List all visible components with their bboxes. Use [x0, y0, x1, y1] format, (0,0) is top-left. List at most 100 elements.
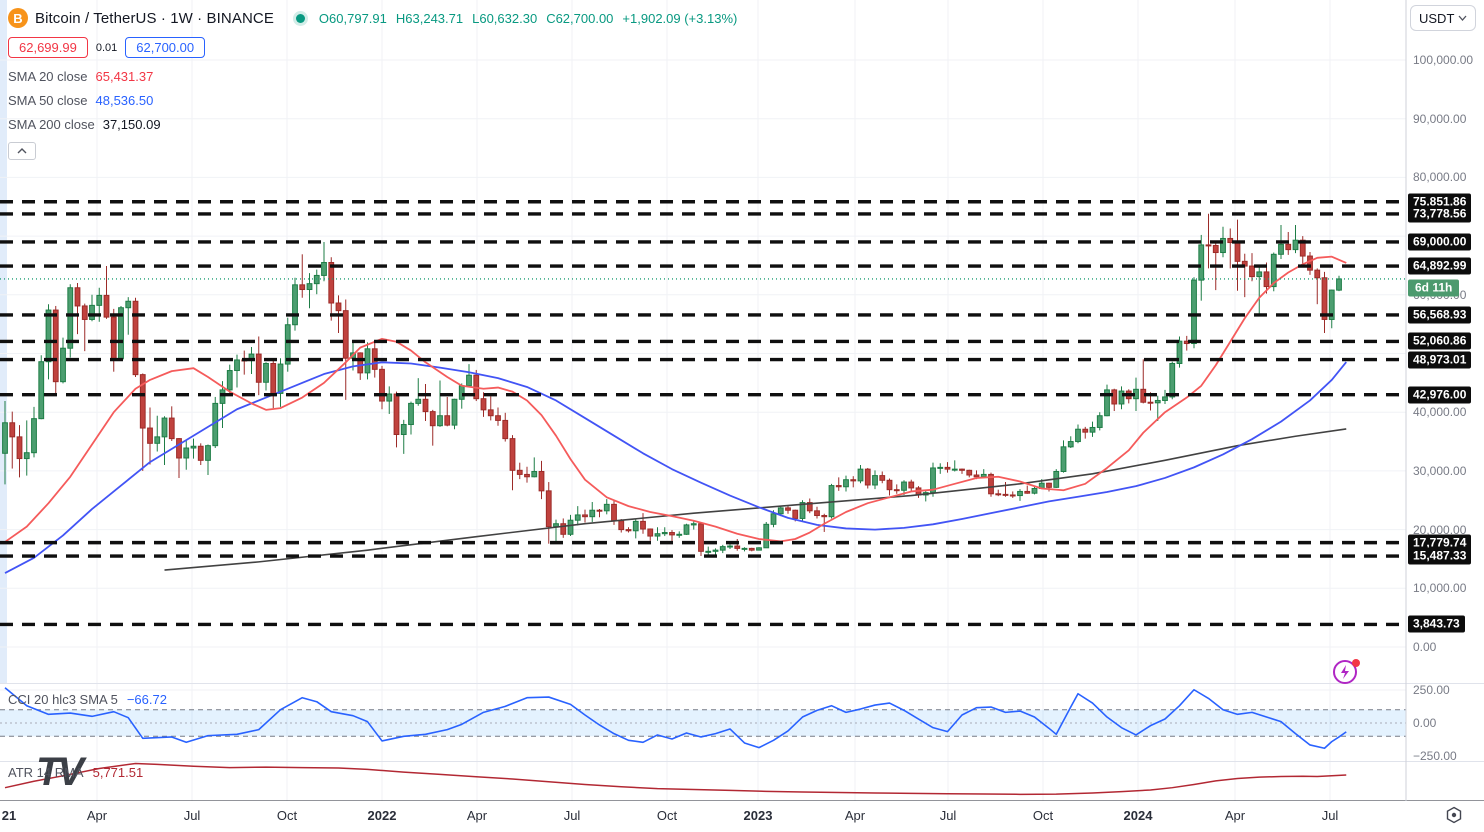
- price-scale[interactable]: 100,000.0090,000.0080,000.0060,000.0040,…: [1406, 0, 1484, 801]
- candle-body: [872, 475, 878, 486]
- candle-body: [451, 398, 458, 426]
- candle-body: [763, 523, 770, 549]
- price-level-chip: 73,778.56: [1408, 205, 1472, 223]
- candle-body: [263, 362, 269, 383]
- candle-body: [669, 532, 675, 536]
- indicator-value: 65,431.37: [95, 68, 154, 84]
- candle-body: [386, 393, 393, 402]
- candle-body: [1270, 253, 1277, 288]
- time-axis-label: 2022: [367, 808, 397, 823]
- indicator-label: SMA 200 close: [8, 116, 95, 132]
- candle-body: [538, 470, 545, 492]
- market-status-icon: [295, 13, 305, 23]
- candle-body: [908, 481, 915, 489]
- candle-body: [770, 513, 777, 525]
- symbol-row[interactable]: B Bitcoin / TetherUS · 1W · BINANCE O60,…: [8, 6, 737, 30]
- candle-body: [567, 519, 574, 535]
- indicator-label: SMA 50 close: [8, 92, 88, 108]
- candle-body: [466, 374, 472, 387]
- candle-body: [168, 417, 175, 440]
- candle-body: [625, 529, 632, 532]
- candle-body: [698, 523, 704, 552]
- atr-indicator-row[interactable]: ATR 14 RMA 5,771.51: [8, 765, 143, 780]
- candle-body: [437, 415, 443, 427]
- candle-body: [509, 438, 516, 471]
- candle-body: [292, 284, 298, 326]
- candle-body: [132, 300, 139, 376]
- candle-body: [683, 524, 690, 535]
- cci-title: CCI 20 hlc3 SMA 5: [8, 692, 118, 707]
- time-axis-label: Oct: [1032, 808, 1054, 823]
- candle-body: [545, 490, 552, 528]
- currency-label: USDT: [1419, 10, 1455, 26]
- indicator-row-sma20[interactable]: SMA 20 close 65,431.37: [8, 64, 737, 88]
- price-level-chip: 17,779.74: [1408, 534, 1472, 552]
- candle-body: [995, 493, 1002, 496]
- lightning-icon[interactable]: [1330, 655, 1364, 694]
- candle-body: [1198, 244, 1205, 281]
- candle-body: [1067, 441, 1074, 448]
- candle-body: [727, 545, 733, 548]
- candle-body: [147, 427, 153, 444]
- candle-body: [901, 481, 907, 491]
- sell-price-button[interactable]: 62,699.99: [8, 37, 88, 58]
- candle-body: [487, 409, 494, 417]
- candle-body: [603, 503, 610, 512]
- candle-body: [1017, 490, 1023, 497]
- candle-body: [96, 294, 103, 306]
- buy-price-button[interactable]: 62,700.00: [125, 37, 206, 58]
- candle-body: [1285, 243, 1292, 251]
- candle-body: [125, 300, 132, 309]
- spread-value: 0.01: [95, 41, 118, 54]
- candle-body: [1060, 446, 1067, 472]
- candle-body: [67, 287, 74, 349]
- bitcoin-icon: B: [8, 8, 28, 28]
- candle-body: [429, 411, 436, 427]
- price-level-chip: 42,976.00: [1408, 386, 1472, 404]
- candle-body: [1321, 277, 1328, 320]
- ohlc-low: L60,632.30: [472, 10, 538, 26]
- price-tick-label: 30,000.00: [1413, 463, 1467, 478]
- candle-body: [618, 520, 625, 531]
- candle-body: [154, 436, 161, 444]
- cci-indicator-row[interactable]: CCI 20 hlc3 SMA 5 −66.72: [8, 692, 167, 707]
- candle-body: [516, 469, 523, 475]
- candle-body: [1191, 279, 1197, 345]
- candle-body: [480, 398, 487, 411]
- time-axis-label: Jul: [1321, 808, 1339, 823]
- candle-body: [219, 389, 226, 404]
- candle-body: [1307, 255, 1313, 271]
- candle-body: [45, 309, 52, 363]
- time-axis[interactable]: 21 Apr Jul Oct 2022 Apr Jul Oct 2023 Apr Jul Oct 202…: [0, 801, 1484, 832]
- candle-body: [38, 361, 45, 420]
- candle-body: [654, 533, 661, 537]
- candle-body: [886, 479, 893, 491]
- candle-body: [23, 452, 30, 460]
- candle-body: [1162, 396, 1168, 401]
- collapse-legend-button[interactable]: [8, 142, 36, 160]
- time-axis-label: Jul: [183, 808, 201, 823]
- candle-body: [1176, 340, 1183, 364]
- candle-body: [988, 473, 994, 495]
- currency-selector[interactable]: USDT: [1410, 5, 1476, 31]
- candle-body: [959, 468, 965, 471]
- candle-body: [270, 362, 277, 394]
- candle-body: [647, 528, 654, 537]
- cci-line: [4, 687, 1347, 750]
- candle-body: [139, 374, 146, 429]
- candle-body: [1031, 488, 1038, 494]
- bid-ask-row: 62,699.99 0.01 62,700.00: [8, 37, 737, 58]
- candle-body: [458, 385, 465, 400]
- candle-body: [1278, 243, 1284, 255]
- gear-icon[interactable]: [1444, 805, 1464, 830]
- candle-body: [1082, 428, 1089, 433]
- candle-body: [2, 422, 8, 454]
- indicator-row-sma200[interactable]: SMA 200 close 37,150.09: [8, 112, 737, 136]
- indicator-row-sma50[interactable]: SMA 50 close 48,536.50: [8, 88, 737, 112]
- candle-body: [89, 304, 95, 320]
- candle-body: [792, 509, 799, 519]
- candle-body: [596, 509, 603, 512]
- candle-body: [234, 359, 240, 372]
